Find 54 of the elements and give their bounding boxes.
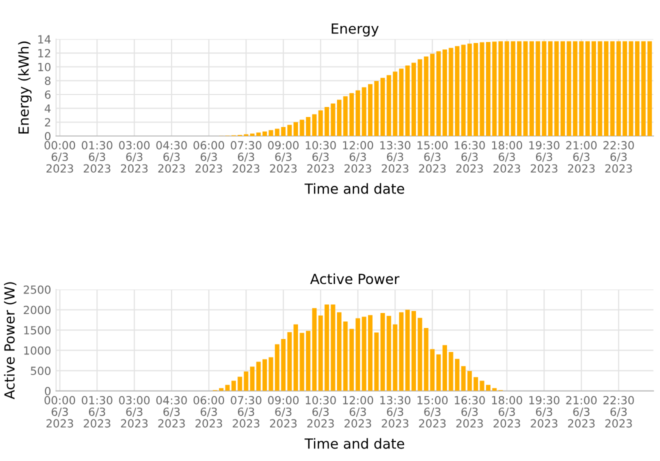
x-axis-title: Time and date [304,438,404,449]
y-tick-label: 2000 [24,306,50,314]
y-tick-label: 10 [38,62,50,72]
x-tick-label: 04:30 6/3 2023 [156,396,187,428]
x-tick-label: 01:30 6/3 2023 [82,396,112,428]
x-tick-label: 18:00 6/3 2023 [492,396,522,428]
y-tick-label: 2 [44,118,50,126]
y-tick-label: 14 [38,35,51,44]
x-tick-label: 00:00 6/3 2023 [44,396,76,428]
x-tick-label: 19:30 6/3 2023 [529,141,560,173]
x-tick-label: 12:00 6/3 2023 [343,141,374,173]
x-tick-label: 15:00 6/3 2023 [418,141,448,173]
y-tick-label: 12 [38,48,50,58]
x-tick-label: 00:00 6/3 2023 [44,141,76,173]
x-tick-label: 01:30 6/3 2023 [82,141,112,173]
chart-title: Energy [332,24,379,37]
bar [256,132,261,136]
x-tick-label: 16:30 6/3 2023 [454,396,485,428]
x-tick-label: 13:30 6/3 2023 [380,396,410,428]
y-tick-label: 1500 [24,326,50,334]
x-tick-label: 15:00 6/3 2023 [418,396,448,428]
x-tick-label: 22:30 6/3 2023 [603,141,634,173]
y-axis-title: Energy (kWh) [18,42,32,134]
x-axis-title: Time and date [304,183,404,194]
y-tick-label: 0 [44,132,50,140]
x-tick-label: 09:00 6/3 2023 [268,396,299,428]
y-tick-label: 500 [30,366,50,376]
y-tick-label: 1000 [24,346,50,355]
x-tick-label: 06:00 6/3 2023 [194,141,224,173]
y-tick-label: 0 [44,386,50,396]
x-tick-label: 03:00 6/3 2023 [119,141,150,173]
bar [647,41,652,136]
x-tick-label: 12:00 6/3 2023 [343,396,374,428]
x-tick-label: 16:30 6/3 2023 [454,141,485,173]
x-tick-label: 18:00 6/3 2023 [492,141,522,173]
y-tick-label: 4 [44,104,51,113]
chart-title: Active Power [310,273,400,284]
x-tick-label: 06:00 6/3 2023 [194,396,224,428]
x-tick-label: 03:00 6/3 2023 [119,396,150,428]
x-tick-label: 09:00 6/3 2023 [268,141,299,173]
x-tick-label: 04:30 6/3 2023 [156,141,187,173]
y-tick-label: 2500 [24,285,50,294]
y-tick-label: 8 [44,76,50,86]
x-tick-label: 07:30 6/3 2023 [230,141,262,173]
x-tick-label: 22:30 6/3 2023 [603,396,634,428]
x-tick-label: 10:30 6/3 2023 [306,141,336,173]
x-tick-label: 21:00 6/3 2023 [566,396,597,428]
y-axis-title: Active Power (W) [4,282,16,400]
x-tick-label: 19:30 6/3 2023 [529,396,560,428]
y-tick-label: 6 [44,90,51,99]
x-tick-label: 13:30 6/3 2023 [380,141,410,173]
x-tick-label: 21:00 6/3 2023 [566,141,597,173]
x-tick-label: 07:30 6/3 2023 [230,396,262,428]
x-tick-label: 10:30 6/3 2023 [306,396,336,428]
